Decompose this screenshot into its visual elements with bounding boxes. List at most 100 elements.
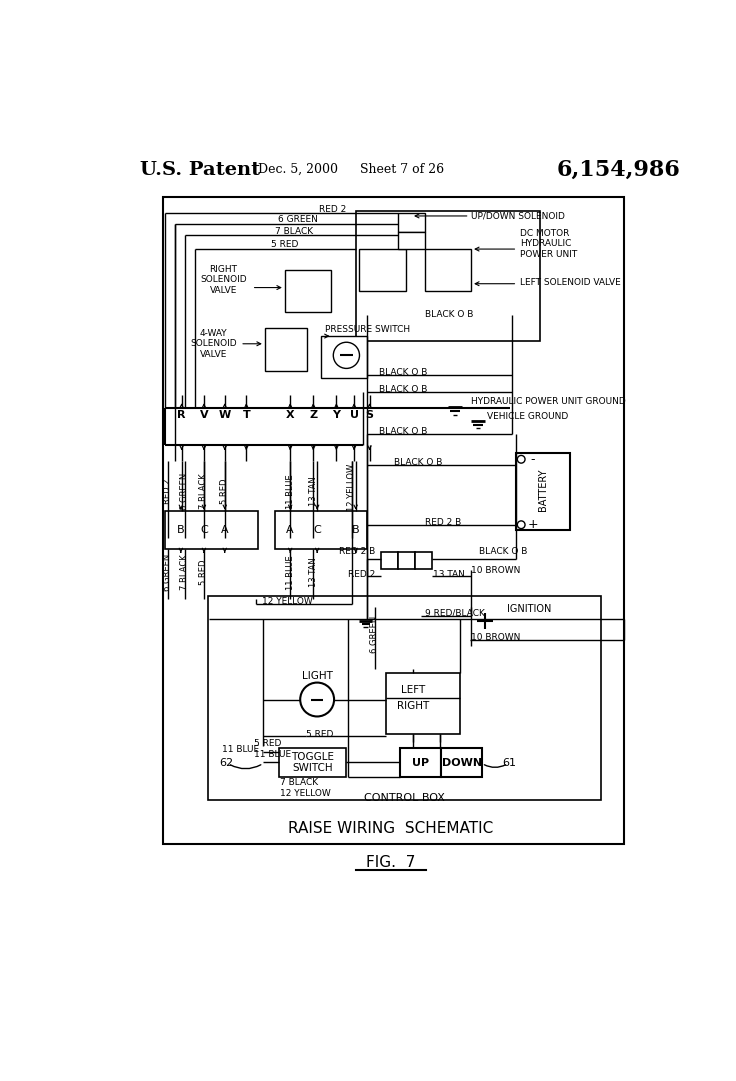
Text: RIGHT
SOLENOID
VALVE: RIGHT SOLENOID VALVE	[200, 265, 247, 295]
Bar	[398, 551, 415, 569]
Text: BLACK O B: BLACK O B	[479, 547, 527, 557]
Text: 10 BROWN: 10 BROWN	[471, 565, 520, 575]
Text: FIG.  7: FIG. 7	[366, 855, 415, 870]
Text: HYDRAULIC POWER UNIT GROUND: HYDRAULIC POWER UNIT GROUND	[471, 397, 626, 406]
Text: DC MOTOR
HYDRAULIC
POWER UNIT: DC MOTOR HYDRAULIC POWER UNIT	[520, 229, 577, 258]
Text: 11 BLUE: 11 BLUE	[254, 750, 291, 760]
Circle shape	[333, 343, 359, 369]
Text: 6 GREEN: 6 GREEN	[370, 615, 379, 653]
Text: PRESSURE SWITCH: PRESSURE SWITCH	[325, 325, 410, 334]
Text: TOGGLE
SWITCH: TOGGLE SWITCH	[291, 752, 334, 774]
Bar	[208, 596, 601, 800]
Text: S: S	[366, 410, 373, 419]
Text: +: +	[528, 518, 538, 531]
Text: 10 BROWN: 10 BROWN	[471, 633, 520, 642]
Text: A: A	[286, 525, 294, 535]
Text: 5 RED: 5 RED	[220, 479, 229, 505]
Circle shape	[300, 682, 334, 717]
Bar	[381, 551, 398, 569]
Text: U.S. Patent: U.S. Patent	[140, 161, 260, 178]
Text: W: W	[219, 410, 231, 419]
Text: LIGHT: LIGHT	[302, 671, 333, 681]
Text: BLACK O B: BLACK O B	[379, 427, 427, 436]
Circle shape	[471, 608, 499, 635]
Text: 12 YELLOW: 12 YELLOW	[347, 464, 356, 511]
Text: V: V	[199, 410, 208, 419]
Text: 5 RED: 5 RED	[199, 560, 208, 585]
Text: 7 BLACK: 7 BLACK	[180, 555, 189, 590]
Circle shape	[517, 455, 525, 463]
Bar	[166, 511, 258, 549]
Bar	[265, 329, 307, 371]
Text: 4-WAY
SOLENOID
VALVE: 4-WAY SOLENOID VALVE	[190, 329, 236, 359]
Bar	[321, 336, 367, 378]
Text: UP: UP	[411, 758, 429, 768]
Text: 6 GREEN: 6 GREEN	[278, 215, 318, 225]
Text: A: A	[221, 525, 229, 535]
Text: RED 2: RED 2	[163, 479, 172, 505]
Text: RED 2: RED 2	[347, 571, 375, 579]
Text: 11 BLUE: 11 BLUE	[222, 745, 259, 755]
Text: 13 TAN: 13 TAN	[309, 477, 318, 507]
Text: CONTROL BOX: CONTROL BOX	[364, 793, 445, 803]
Text: B: B	[177, 525, 185, 535]
Text: BATTERY: BATTERY	[538, 469, 548, 511]
Bar	[359, 249, 406, 292]
Text: C: C	[314, 525, 321, 535]
Bar	[279, 748, 347, 777]
Text: BLACK O B: BLACK O B	[379, 385, 427, 393]
Text: 6 GREEN: 6 GREEN	[180, 473, 189, 510]
Bar	[398, 232, 425, 249]
Text: Sheet 7 of 26: Sheet 7 of 26	[360, 163, 444, 176]
Text: 62: 62	[219, 759, 233, 769]
Text: RAISE WIRING  SCHEMATIC: RAISE WIRING SCHEMATIC	[288, 822, 493, 837]
Text: 5 RED: 5 RED	[254, 739, 281, 748]
Text: 7 BLACK: 7 BLACK	[280, 778, 318, 787]
Bar	[275, 511, 367, 549]
Text: 12 YELLOW: 12 YELLOW	[262, 597, 313, 606]
Text: -: -	[531, 453, 535, 466]
Text: 11 BLUE: 11 BLUE	[286, 556, 294, 590]
Text: BLACK O B: BLACK O B	[394, 458, 442, 467]
Bar	[285, 270, 331, 312]
Text: RED 2: RED 2	[319, 204, 346, 214]
Text: UP/DOWN SOLENOID: UP/DOWN SOLENOID	[471, 212, 565, 221]
Text: LEFT SOLENOID VALVE: LEFT SOLENOID VALVE	[520, 278, 620, 286]
Text: U: U	[350, 410, 358, 419]
Text: Dec. 5, 2000: Dec. 5, 2000	[258, 163, 338, 176]
Bar	[425, 249, 471, 292]
Text: 13 TAN: 13 TAN	[309, 558, 318, 587]
Text: 12 YELLOW: 12 YELLOW	[280, 789, 331, 798]
Text: 5 RED: 5 RED	[305, 730, 333, 738]
Text: 13 TAN: 13 TAN	[433, 571, 464, 579]
Text: RIGHT: RIGHT	[397, 700, 430, 710]
Bar	[400, 748, 441, 777]
Bar	[441, 748, 482, 777]
Text: 61: 61	[503, 759, 517, 769]
Text: BLACK O B: BLACK O B	[379, 368, 427, 377]
Text: 6 GREEN: 6 GREEN	[163, 553, 172, 591]
Bar	[415, 551, 432, 569]
Text: IGNITION: IGNITION	[506, 603, 551, 614]
Text: RED 2 B: RED 2 B	[425, 518, 461, 526]
Text: 11 BLUE: 11 BLUE	[286, 475, 294, 509]
Text: 7 BLACK: 7 BLACK	[199, 473, 208, 509]
Text: T: T	[242, 410, 250, 419]
Circle shape	[517, 521, 525, 529]
Bar	[355, 211, 540, 342]
Text: C: C	[200, 525, 208, 535]
Bar	[398, 213, 425, 232]
Text: 9 RED/BLACK: 9 RED/BLACK	[425, 609, 485, 617]
Text: BLACK O B: BLACK O B	[425, 310, 473, 319]
Text: LEFT: LEFT	[401, 685, 425, 695]
Text: RED 2 B: RED 2 B	[339, 547, 375, 557]
Text: X: X	[286, 410, 294, 419]
Text: VEHICLE GROUND: VEHICLE GROUND	[486, 412, 567, 421]
Text: Z: Z	[309, 410, 317, 419]
Text: DOWN: DOWN	[442, 758, 482, 768]
Text: 5 RED: 5 RED	[271, 240, 299, 249]
Text: B: B	[352, 525, 359, 535]
Text: R: R	[177, 410, 186, 419]
Bar	[163, 198, 623, 844]
Text: Y: Y	[333, 410, 340, 419]
